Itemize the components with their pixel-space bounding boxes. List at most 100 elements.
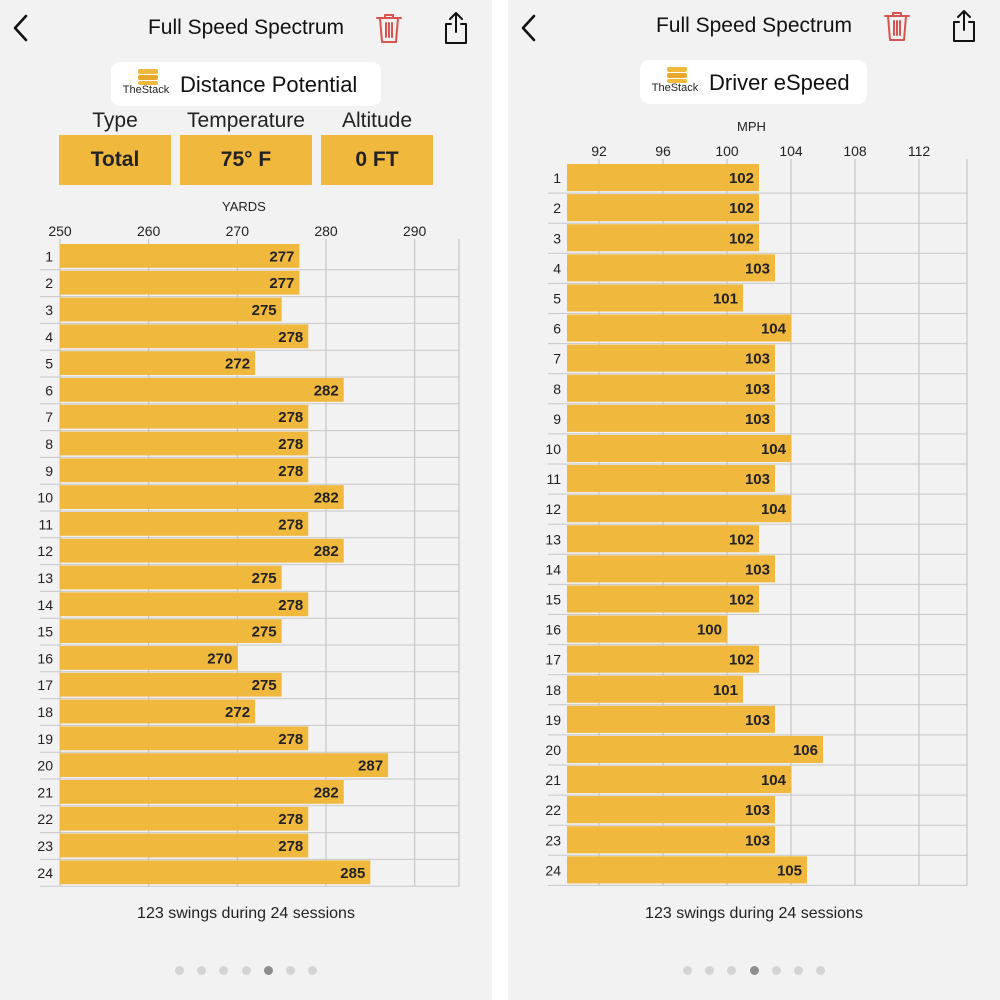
bar — [60, 565, 282, 590]
bar — [60, 619, 282, 643]
bar — [567, 796, 775, 824]
bar-value-label: 278 — [278, 409, 303, 426]
bar-value-label: 103 — [745, 802, 770, 819]
share-icon[interactable] — [949, 8, 979, 44]
page-dot[interactable] — [241, 966, 251, 975]
row-label: 20 — [545, 742, 561, 758]
row-label: 4 — [45, 329, 53, 345]
row-label: 5 — [45, 356, 53, 372]
row-label: 8 — [45, 436, 53, 452]
row-label: 23 — [545, 832, 561, 848]
altitude-label: Altitude — [341, 109, 413, 132]
temperature-button[interactable]: 75° F — [180, 135, 312, 185]
chevron-left-icon[interactable] — [518, 13, 540, 43]
bar-value-label: 282 — [314, 543, 339, 560]
page-dot[interactable] — [704, 966, 714, 975]
row-label: 24 — [545, 862, 561, 878]
bar — [60, 378, 344, 402]
type-button[interactable]: Total — [59, 135, 171, 185]
x-tick-label: 112 — [908, 143, 931, 159]
row-label: 14 — [37, 597, 53, 613]
page-dot[interactable] — [196, 966, 206, 975]
bar-value-label: 272 — [225, 704, 250, 721]
bar-value-label: 102 — [729, 200, 754, 217]
bar — [567, 314, 791, 342]
row-label: 20 — [37, 758, 53, 774]
row-label: 6 — [45, 382, 53, 398]
distance-potential-screen: Full Speed Spectrum TheStack Distance Po… — [0, 0, 492, 1000]
bar-value-label: 104 — [761, 501, 787, 518]
row-label: 23 — [37, 838, 53, 854]
x-tick-label: 250 — [48, 223, 72, 239]
bar — [567, 404, 775, 432]
page-dot[interactable] — [816, 966, 826, 975]
bar — [567, 224, 759, 252]
bar — [60, 324, 309, 349]
row-label: 19 — [37, 731, 53, 747]
page-dot[interactable] — [174, 966, 184, 975]
bar — [567, 615, 727, 643]
bar-value-label: 100 — [697, 622, 722, 639]
page-dot[interactable] — [771, 966, 781, 975]
bar — [60, 699, 256, 724]
trash-icon[interactable] — [882, 9, 912, 43]
metric-badge: TheStack Driver eSpeed — [640, 60, 867, 104]
bar-value-label: 278 — [278, 811, 303, 828]
altitude-button[interactable]: 0 FT — [321, 135, 433, 185]
bar — [567, 194, 759, 222]
bar — [567, 585, 759, 613]
bar — [567, 766, 791, 794]
bar — [567, 164, 759, 192]
bar — [60, 244, 300, 268]
bar-value-label: 287 — [358, 758, 383, 775]
row-label: 1 — [45, 248, 53, 264]
row-label: 11 — [38, 516, 53, 532]
bar-value-label: 282 — [314, 382, 339, 399]
row-label: 22 — [37, 811, 53, 827]
chevron-left-icon[interactable] — [10, 13, 32, 43]
bar-value-label: 278 — [278, 838, 303, 855]
bar-value-label: 278 — [278, 329, 303, 346]
page-dot[interactable] — [219, 966, 229, 975]
bar — [567, 495, 791, 523]
share-icon[interactable] — [441, 10, 471, 46]
row-label: 6 — [553, 321, 561, 337]
bar — [60, 431, 309, 456]
bar — [567, 735, 823, 763]
page-dot[interactable] — [286, 966, 296, 975]
row-label: 3 — [553, 230, 561, 246]
row-label: 13 — [545, 531, 561, 547]
page-dot[interactable] — [727, 966, 737, 975]
bar-value-label: 103 — [745, 381, 770, 398]
row-label: 4 — [553, 260, 561, 276]
bar-value-label: 106 — [793, 742, 818, 759]
row-label: 10 — [545, 441, 561, 457]
row-label: 24 — [37, 865, 53, 881]
x-tick-label: 96 — [655, 143, 671, 159]
bar-value-label: 102 — [729, 170, 754, 187]
bar-value-label: 103 — [745, 411, 770, 428]
page-dot[interactable] — [682, 966, 692, 975]
bar — [567, 675, 743, 703]
bar — [567, 434, 791, 462]
row-label: 14 — [545, 561, 561, 577]
page-dot[interactable] — [794, 966, 804, 975]
trash-icon[interactable] — [374, 11, 404, 45]
bar-value-label: 102 — [729, 591, 754, 608]
bar-value-label: 103 — [745, 351, 770, 368]
x-tick-label: 290 — [403, 223, 427, 239]
bar — [60, 726, 309, 751]
bar — [60, 297, 282, 322]
page-dot[interactable] — [308, 966, 318, 975]
row-label: 16 — [545, 622, 561, 638]
bar-value-label: 277 — [269, 248, 294, 265]
page-dot[interactable] — [263, 966, 273, 975]
x-tick-label: 92 — [591, 143, 607, 159]
row-label: 17 — [37, 677, 53, 693]
bar-value-label: 102 — [729, 531, 754, 548]
x-tick-label: 100 — [715, 143, 739, 159]
page-dot[interactable] — [749, 966, 759, 975]
x-axis-label: YARDS — [222, 199, 266, 214]
bar — [60, 833, 309, 858]
